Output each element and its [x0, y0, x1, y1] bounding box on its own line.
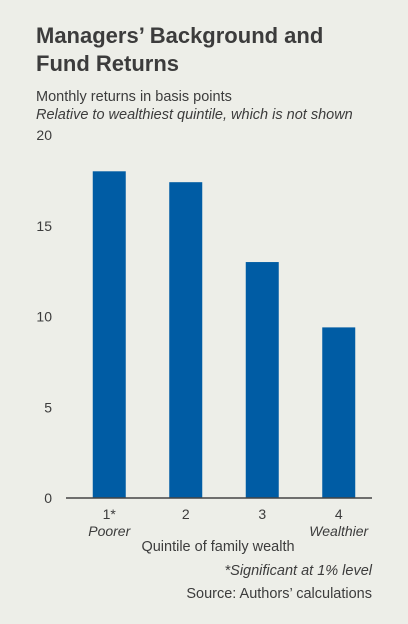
- bars: [92, 171, 356, 499]
- y-tick-label: 0: [44, 490, 52, 506]
- chart-subtitle-note: Relative to wealthiest quintile, which i…: [36, 107, 353, 123]
- x-axis-label: Quintile of family wealth: [141, 539, 295, 555]
- y-tick-label: 5: [44, 399, 52, 415]
- chart-title: Managers’ Background and Fund Returns: [36, 23, 324, 76]
- x-tick-label: 1*: [103, 506, 117, 522]
- y-tick-label: 10: [36, 309, 52, 325]
- footnote: *Significant at 1% level: [224, 563, 373, 579]
- chart-subtitle: Monthly returns in basis points: [36, 89, 232, 105]
- bar: [92, 171, 126, 499]
- x-tick-label: 4: [335, 506, 343, 522]
- x-tick-sublabel: Poorer: [88, 523, 131, 539]
- source-note: Source: Authors’ calculations: [186, 586, 372, 602]
- x-tick-label: 3: [258, 506, 266, 522]
- bar: [169, 182, 203, 498]
- x-tick-label: 2: [182, 506, 190, 522]
- x-tick-sublabel: Wealthier: [309, 523, 369, 539]
- y-axis-ticks: 0 5 10 15 20: [36, 127, 52, 506]
- y-tick-label: 15: [36, 218, 52, 234]
- bar: [245, 262, 279, 498]
- y-tick-label: 20: [36, 127, 52, 143]
- bar: [322, 327, 356, 498]
